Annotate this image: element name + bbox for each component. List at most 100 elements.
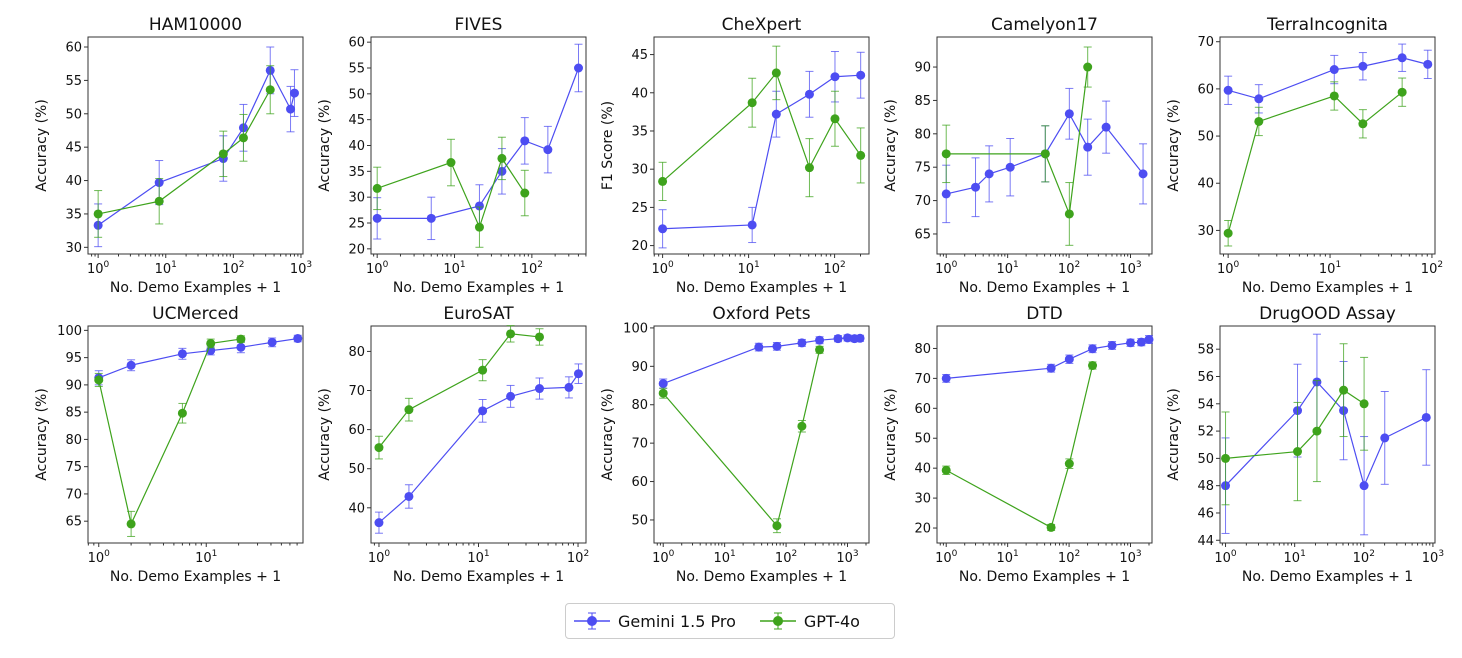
x-tick-label: 100 [1214, 549, 1237, 566]
data-point [404, 405, 414, 415]
x-tick-label: 100 [935, 549, 958, 566]
data-point [1358, 61, 1368, 71]
x-axis-label: No. Demo Examples + 1 [110, 569, 281, 585]
y-tick-label: 90 [914, 61, 931, 76]
y-tick-label: 80 [65, 433, 82, 448]
x-axis-label: No. Demo Examples + 1 [110, 280, 281, 296]
y-tick-label: 50 [65, 107, 82, 122]
y-tick-label: 55 [348, 62, 365, 77]
y-tick-label: 45 [65, 141, 82, 156]
x-tick-label: 101 [467, 549, 489, 566]
data-point [843, 333, 853, 343]
y-tick-label: 55 [65, 74, 82, 89]
y-tick-label: 40 [348, 139, 365, 154]
data-point [1101, 122, 1111, 132]
subplot-title: TerraIncognita [1266, 15, 1388, 35]
data-point [1329, 65, 1339, 75]
data-point [478, 406, 488, 416]
legend-label-gemini: Gemini 1.5 Pro [618, 611, 736, 631]
series-gemini [658, 51, 866, 249]
y-tick-label: 50 [348, 87, 365, 102]
subplot-title: EuroSAT [443, 304, 514, 324]
data-point [1136, 337, 1146, 347]
data-point [404, 491, 414, 501]
data-point [833, 334, 843, 344]
y-tick-label: 50 [1197, 130, 1214, 145]
x-axis-label: No. Demo Examples + 1 [676, 569, 847, 585]
x-tick-label: 103 [836, 549, 858, 566]
series-line [945, 365, 1094, 529]
y-axis-label: Accuracy (%) [1166, 388, 1182, 481]
subplot-eurosat: EuroSAT No. Demo Examples + 1 Accuracy (%)… [317, 304, 589, 585]
x-tick-label: 100 [652, 549, 675, 566]
y-tick-label: 70 [1197, 35, 1214, 50]
series-line [662, 71, 862, 182]
plot-frame [370, 325, 587, 544]
series-gpt [658, 345, 825, 534]
data-point [1312, 426, 1322, 436]
data-point [236, 334, 246, 344]
legend: Gemini 1.5 Pro GPT-4o [565, 603, 895, 639]
y-tick-label: 85 [914, 94, 931, 109]
y-tick-label: 35 [65, 207, 82, 222]
data-point [177, 349, 187, 359]
subplot-ucmerced: UCMerced No. Demo Examples + 1 Accuracy (%… [34, 304, 304, 585]
data-point [772, 341, 782, 351]
x-axis-label: No. Demo Examples + 1 [676, 280, 847, 296]
data-point [218, 149, 228, 159]
y-tick-label: 60 [348, 36, 365, 51]
y-tick-label: 65 [914, 227, 931, 242]
data-point [754, 342, 764, 352]
x-tick-label: 103 [290, 260, 312, 277]
x-axis-label: No. Demo Examples + 1 [1242, 280, 1413, 296]
subplot-terraincognita: TerraIncognita No. Demo Examples + 1 Accur… [1166, 15, 1443, 296]
x-tick-label: 100 [366, 260, 389, 277]
series-line [98, 89, 271, 215]
data-point [1254, 94, 1264, 104]
subplot-title: Camelyon17 [991, 15, 1098, 35]
data-point [534, 332, 544, 342]
y-tick-label: 95 [65, 351, 82, 366]
y-tick-label: 70 [65, 487, 82, 502]
y-tick-label: 65 [65, 515, 82, 530]
y-tick-label: 70 [914, 194, 931, 209]
data-point [286, 104, 296, 114]
data-point [984, 169, 994, 179]
series-gemini [658, 333, 865, 389]
y-tick-label: 40 [1197, 177, 1214, 192]
data-point [1064, 209, 1074, 219]
x-tick-label: 103 [1119, 549, 1141, 566]
data-point [856, 70, 866, 80]
subplot-fives: FIVES No. Demo Examples + 1 Accuracy (%) 20… [317, 15, 587, 296]
data-point [658, 379, 668, 389]
plot-frame [1219, 325, 1436, 544]
y-tick-label: 52 [1197, 425, 1214, 440]
data-point [797, 421, 807, 431]
y-tick-label: 80 [348, 345, 365, 360]
y-tick-label: 54 [1197, 397, 1214, 412]
data-point [941, 149, 951, 159]
y-tick-label: 70 [631, 437, 648, 452]
legend-marker-gpt [759, 612, 796, 630]
data-point [177, 408, 187, 418]
y-tick-label: 35 [348, 165, 365, 180]
y-tick-label: 20 [914, 522, 931, 537]
data-point [830, 72, 840, 82]
y-tick-label: 44 [1197, 534, 1214, 549]
subplot-title: HAM10000 [149, 15, 242, 35]
y-axis-label: Accuracy (%) [317, 99, 333, 192]
series-gpt [1221, 343, 1369, 506]
data-point [1107, 340, 1117, 350]
y-tick-label: 45 [631, 48, 648, 63]
x-tick-label: 102 [1353, 549, 1375, 566]
data-point [236, 342, 246, 352]
data-point [747, 220, 757, 230]
data-point [1064, 354, 1074, 364]
data-point [1358, 119, 1368, 129]
data-point [772, 521, 782, 531]
y-axis-label: Accuracy (%) [34, 99, 50, 192]
legend-marker-gemini [574, 612, 610, 630]
data-point [747, 98, 757, 108]
y-tick-label: 60 [348, 423, 365, 438]
data-point [506, 391, 516, 401]
